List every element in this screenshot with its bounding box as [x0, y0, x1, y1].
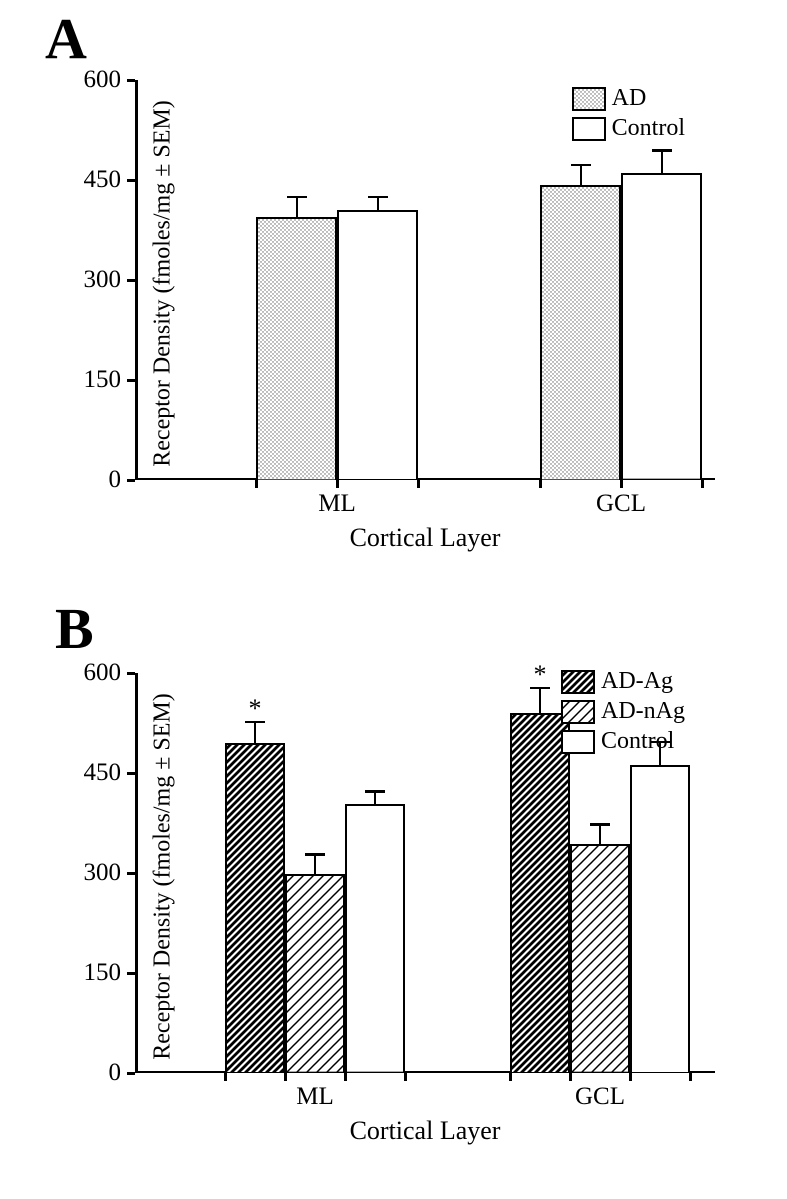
y-tick-label: 450 [84, 166, 122, 194]
panel-b: B Receptor Density (fmoles/mg ± SEM) 015… [0, 595, 787, 1195]
y-tick-label: 600 [84, 66, 122, 94]
legend-item: AD-Ag [561, 668, 685, 695]
x-tick [336, 480, 339, 488]
bar [540, 185, 621, 480]
y-tick [127, 772, 135, 775]
panel-a-label: A [45, 5, 87, 72]
error-bar [314, 854, 316, 874]
error-cap [571, 164, 591, 167]
legend-label: AD-nAg [601, 698, 685, 725]
bar [337, 210, 418, 480]
error-cap [368, 196, 388, 199]
y-tick [127, 379, 135, 382]
legend-label: Control [612, 115, 685, 142]
bar [345, 804, 405, 1073]
y-tick [127, 179, 135, 182]
y-tick-label: 0 [109, 1059, 122, 1087]
y-tick [127, 479, 135, 482]
bar [225, 743, 285, 1073]
legend-item: AD-nAg [561, 698, 685, 725]
x-tick [701, 480, 704, 488]
x-category-label: GCL [575, 1083, 625, 1111]
x-tick [404, 1073, 407, 1081]
legend-swatch [561, 670, 595, 694]
y-axis [135, 80, 138, 480]
bar [621, 173, 702, 480]
x-category-label: GCL [596, 490, 646, 518]
error-bar [377, 197, 379, 210]
bar [285, 874, 345, 1073]
y-tick-label: 300 [84, 859, 122, 887]
significance-marker: * [249, 694, 262, 724]
x-tick [620, 480, 623, 488]
error-cap [590, 823, 610, 826]
legend-swatch [572, 87, 606, 111]
x-tick [539, 480, 542, 488]
error-cap [365, 790, 385, 793]
x-tick [255, 480, 258, 488]
y-tick-label: 600 [84, 659, 122, 687]
x-tick [569, 1073, 572, 1081]
legend-item: Control [572, 115, 685, 142]
x-tick [417, 480, 420, 488]
y-tick-label: 450 [84, 759, 122, 787]
x-tick [629, 1073, 632, 1081]
error-cap [652, 149, 672, 152]
error-bar [254, 722, 256, 743]
legend-item: Control [561, 728, 685, 755]
chart-a: Receptor Density (fmoles/mg ± SEM) 01503… [135, 80, 715, 480]
y-tick-label: 0 [109, 466, 122, 494]
error-cap [305, 853, 325, 856]
x-category-label: ML [296, 1083, 334, 1111]
x-axis-label-b: Cortical Layer [350, 1116, 501, 1146]
legend-item: AD [572, 85, 685, 112]
legend-swatch [561, 730, 595, 754]
y-axis [135, 673, 138, 1073]
y-tick [127, 672, 135, 675]
y-tick [127, 79, 135, 82]
y-tick [127, 872, 135, 875]
y-tick [127, 1072, 135, 1075]
x-tick [509, 1073, 512, 1081]
legend-swatch [561, 700, 595, 724]
y-tick [127, 279, 135, 282]
significance-marker: * [534, 660, 547, 690]
bar [570, 844, 630, 1073]
error-bar [539, 688, 541, 713]
legend-label: Control [601, 728, 674, 755]
error-bar [661, 150, 663, 173]
x-category-label: ML [318, 490, 356, 518]
x-tick [284, 1073, 287, 1081]
chart-b: Receptor Density (fmoles/mg ± SEM) 01503… [135, 673, 715, 1073]
bar [510, 713, 570, 1073]
y-tick-label: 150 [84, 366, 122, 394]
error-bar [599, 824, 601, 844]
y-tick-label: 300 [84, 266, 122, 294]
x-tick [344, 1073, 347, 1081]
y-tick [127, 972, 135, 975]
legend-label: AD [612, 85, 647, 112]
x-tick [689, 1073, 692, 1081]
legend-a: AD Control [572, 85, 685, 145]
legend-swatch [572, 117, 606, 141]
error-cap [287, 196, 307, 199]
legend-label: AD-Ag [601, 668, 673, 695]
x-tick [224, 1073, 227, 1081]
y-tick-label: 150 [84, 959, 122, 987]
panel-b-label: B [55, 595, 94, 662]
error-bar [374, 791, 376, 804]
x-axis-label-a: Cortical Layer [350, 523, 501, 553]
error-bar [580, 165, 582, 185]
legend-b: AD-Ag AD-nAg Control [561, 668, 685, 758]
error-bar [296, 197, 298, 217]
panel-a: A Receptor Density (fmoles/mg ± SEM) 015… [0, 0, 787, 580]
bar [630, 765, 690, 1073]
bar [256, 217, 337, 480]
